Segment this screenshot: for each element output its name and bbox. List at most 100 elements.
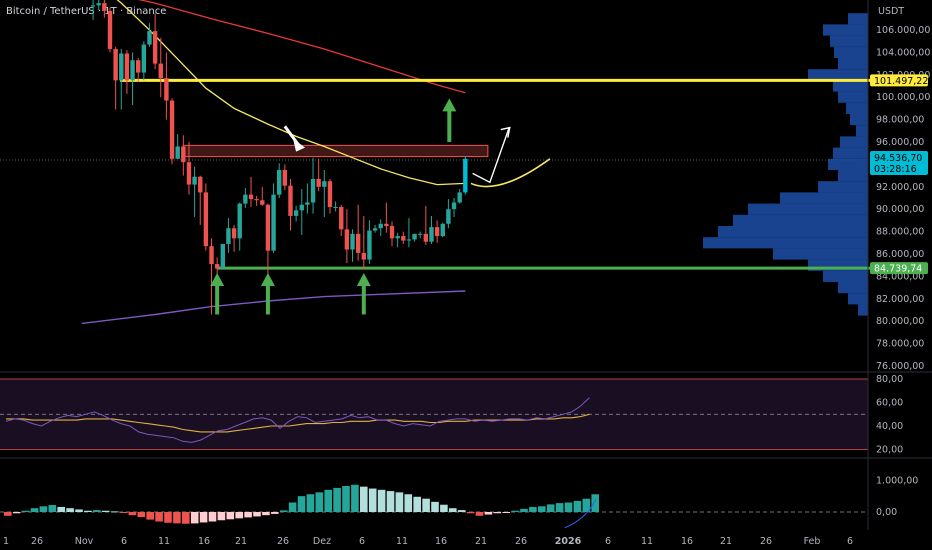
currency-label: USDT: [878, 6, 904, 17]
macd-histogram-bar: [137, 512, 146, 518]
time-tick-label: 2026: [555, 536, 582, 547]
arrow-head: [442, 98, 457, 112]
candle-body: [220, 243, 225, 269]
macd-histogram-bar: [342, 486, 350, 512]
candle-body: [412, 233, 417, 240]
candle-body: [367, 230, 372, 260]
price-tick-label: 84.000,00: [876, 271, 924, 282]
volume-profile-bar: [833, 147, 868, 159]
candle-body: [265, 204, 271, 251]
macd-tick-label: 0,00: [876, 507, 897, 518]
macd-histogram-bar: [431, 501, 439, 512]
resistance-price-badge: 101.497,22: [870, 74, 928, 87]
volume-profile-bar: [856, 125, 868, 137]
candle-body: [344, 229, 350, 250]
arrow-head: [356, 273, 371, 287]
price-tick-label: 100.000,00: [876, 92, 930, 103]
time-tick-label: 16: [198, 536, 210, 547]
arrow-shaft: [215, 283, 220, 315]
macd-histogram-bar: [377, 489, 386, 512]
price-tick-label: 88.000,00: [876, 227, 924, 238]
candle-body: [271, 194, 276, 251]
time-tick-label: Feb: [804, 536, 821, 547]
candle-body: [152, 31, 158, 64]
volume-profile-bar: [703, 237, 868, 249]
macd-histogram-bar: [146, 512, 154, 520]
volume-profile-bar: [818, 181, 868, 193]
macd-histogram-bar: [386, 491, 395, 512]
time-tick-label: 26: [31, 536, 43, 547]
volume-profile-bar: [838, 282, 868, 294]
current-price-text: 94.536,70: [874, 153, 922, 164]
candle-body: [181, 146, 186, 163]
macd-histogram-bar: [21, 510, 30, 512]
ma-200-line: [81, 290, 466, 325]
macd-histogram-bar: [4, 512, 12, 516]
macd-histogram-bar: [395, 492, 404, 512]
volume-profile-bar: [846, 102, 868, 114]
candle-body: [147, 31, 152, 45]
candle-body: [463, 158, 468, 193]
candle-body: [124, 53, 130, 81]
macd-histogram-bar: [66, 508, 74, 512]
candle-body: [361, 252, 366, 260]
volume-profile-bar: [748, 203, 868, 215]
resistance-price-badge-bg: [870, 74, 928, 87]
arrow-shaft: [265, 283, 270, 315]
price-tick-label: 82.000,00: [876, 294, 924, 305]
candle-body: [96, 3, 101, 6]
macd-histogram-bar: [75, 509, 83, 512]
macd-histogram-bar: [12, 512, 21, 514]
volume-profile-bar: [833, 80, 868, 92]
macd-histogram-bar: [288, 502, 297, 512]
time-tick-label: Nov: [75, 536, 94, 547]
macd-histogram-bar: [457, 510, 466, 512]
volume-profile-bar: [840, 136, 868, 148]
candle-body: [226, 228, 231, 244]
macd-histogram-bar: [279, 510, 288, 512]
candle-body: [378, 223, 383, 229]
rsi-line: [5, 397, 590, 443]
candle-body: [260, 200, 265, 205]
time-tick-label: 26: [277, 536, 289, 547]
volume-profile-bar: [838, 58, 868, 70]
macd-histogram-bar: [93, 510, 101, 512]
macd-histogram-bar: [520, 508, 528, 512]
countdown-text: 03:28:16: [874, 164, 917, 175]
macd-histogram-bar: [306, 494, 315, 512]
candle-body: [282, 170, 288, 186]
macd-histogram-bar: [57, 506, 65, 512]
candle-body: [237, 203, 242, 239]
time-tick-label: 26: [515, 536, 527, 547]
macd-tick-label: 1.000,00: [876, 475, 918, 486]
support-price-badge-bg: [870, 262, 928, 275]
macd-histogram-bar: [555, 503, 564, 512]
macd-histogram-bar: [262, 512, 270, 516]
candle-body: [164, 78, 169, 101]
candle-body: [310, 178, 316, 203]
macd-histogram-bar: [253, 512, 261, 517]
candle-body: [158, 63, 163, 79]
price-tick-label: 76.000,00: [876, 361, 924, 372]
macd-histogram-bar: [190, 512, 199, 524]
candle-body: [401, 236, 406, 241]
green-up-arrow: [356, 273, 371, 315]
rsi-signal-line: [6, 413, 590, 433]
macd-histogram-bar: [119, 512, 128, 513]
volume-profile-bar: [828, 158, 868, 170]
candle-body: [141, 44, 147, 73]
scenario-arrow: [472, 128, 510, 184]
candle-body: [113, 49, 118, 81]
candle-body: [169, 100, 175, 159]
time-tick-label: 21: [720, 536, 732, 547]
rsi-tick-label: 40,00: [876, 421, 903, 432]
candle-body: [316, 178, 321, 187]
volume-profile-bar: [780, 192, 868, 204]
candle-body: [322, 181, 327, 187]
macd-histogram-bar: [271, 512, 279, 514]
candle-body: [119, 53, 124, 81]
candle-body: [423, 233, 429, 242]
candle-body: [277, 170, 282, 195]
support-price-badge-text: 84.739,74: [874, 264, 922, 275]
